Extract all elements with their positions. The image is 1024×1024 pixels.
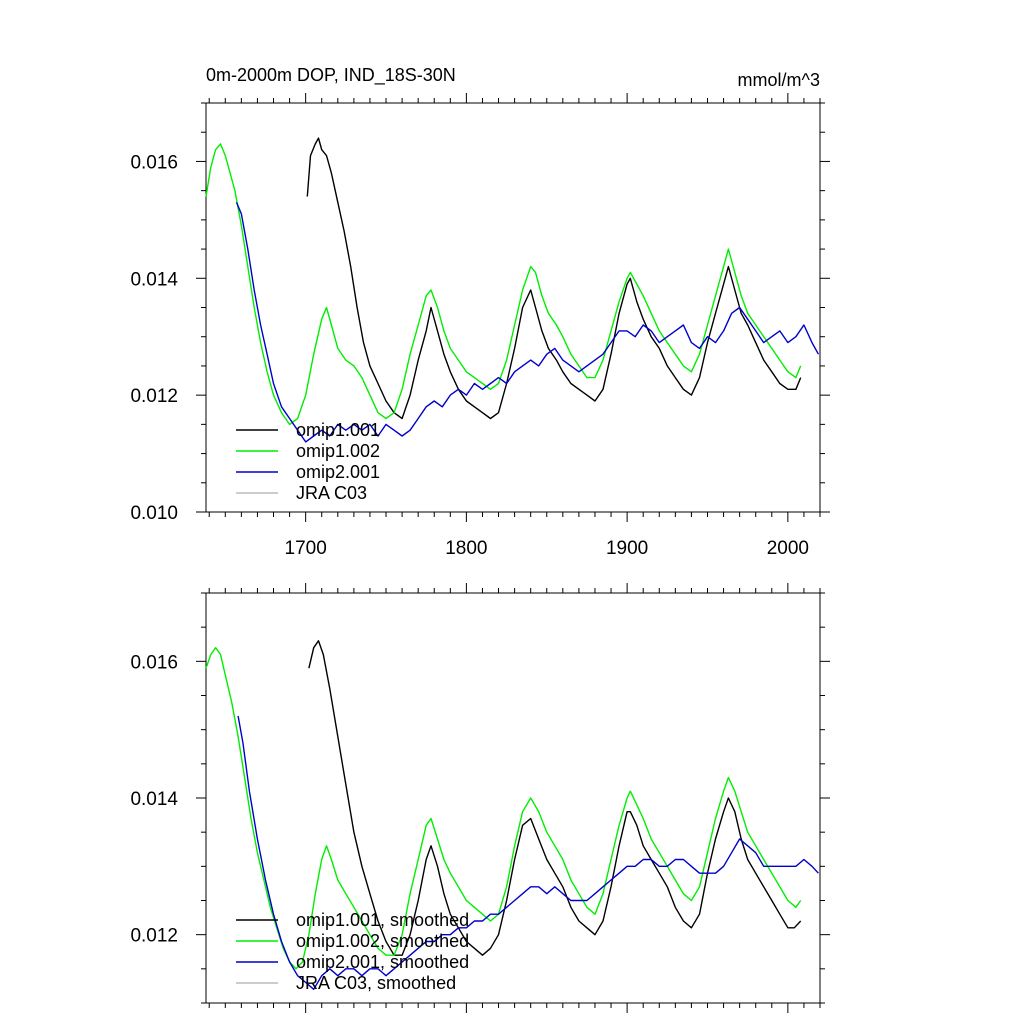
legend-label: omip1.001 [296, 420, 380, 440]
y-tick-label: 0.010 [130, 503, 178, 524]
y-tick-label: 0.016 [130, 152, 178, 173]
legend-label: omip2.001 [296, 462, 380, 482]
top-panel: 1700 1800 1900 2000 0.010 0.012 0.014 0.016 omip… [130, 93, 830, 559]
x-tick-label: 1700 [285, 538, 327, 559]
y-tick-label: 0.012 [130, 926, 178, 947]
series-line-2 [205, 143, 802, 426]
series-line-1 [306, 137, 802, 420]
legend-label: JRA C03, smoothed [296, 973, 456, 993]
legend-label: omip1.002, smoothed [296, 931, 469, 951]
legend-label: omip2.001, smoothed [296, 952, 469, 972]
series-line-3 [235, 202, 820, 443]
x-tick-label: 2000 [767, 538, 809, 559]
series-line-3 [237, 715, 819, 990]
figure-title: 0m-2000m DOP, IND_18S-30N [206, 65, 456, 86]
legend-label: omip1.002 [296, 441, 380, 461]
legend-label: JRA C03 [296, 483, 367, 503]
bottom-panel: 0.012 0.014 0.016 omip1.001, smoothedomip1.… [130, 583, 830, 1013]
y-tick-label: 0.016 [130, 652, 178, 673]
x-tick-label: 1800 [445, 538, 487, 559]
series-line-1 [308, 640, 802, 956]
legend-label: omip1.001, smoothed [296, 910, 469, 930]
units-label: mmol/m^3 [738, 70, 820, 90]
x-tick-label: 1900 [606, 538, 648, 559]
y-tick-label: 0.014 [130, 789, 178, 810]
y-tick-label: 0.014 [130, 269, 178, 290]
y-tick-label: 0.012 [130, 386, 178, 407]
